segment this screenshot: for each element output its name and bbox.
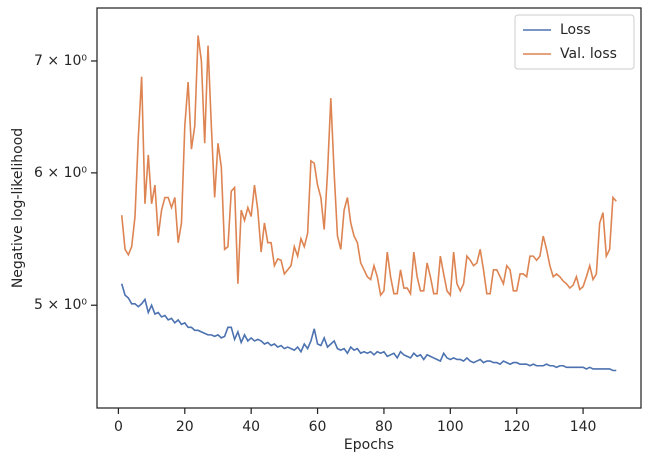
x-tick-label: 120 [503,419,530,435]
x-tick-label: 80 [375,419,393,435]
x-axis-label: Epochs [344,437,394,453]
line-series [120,283,617,372]
y-tick-label: 6 × 10⁰ [34,165,87,181]
x-tick-label: 20 [176,419,194,435]
x-tick-label: 0 [114,419,123,435]
y-tick-label: 5 × 10⁰ [34,297,87,313]
y-tick-label: 7 × 10⁰ [34,53,87,69]
plot-frame [96,7,642,409]
x-tick-label: 140 [570,419,597,435]
y-axis-label: Negative log-likelihood [10,128,26,288]
x-tick-label: 60 [309,419,327,435]
line-series [120,35,617,298]
legend-label: Val. loss [560,46,617,62]
x-tick-label: 40 [242,419,260,435]
legend-label: Loss [560,22,591,38]
x-tick-label: 100 [437,419,464,435]
legend-box [514,14,635,70]
